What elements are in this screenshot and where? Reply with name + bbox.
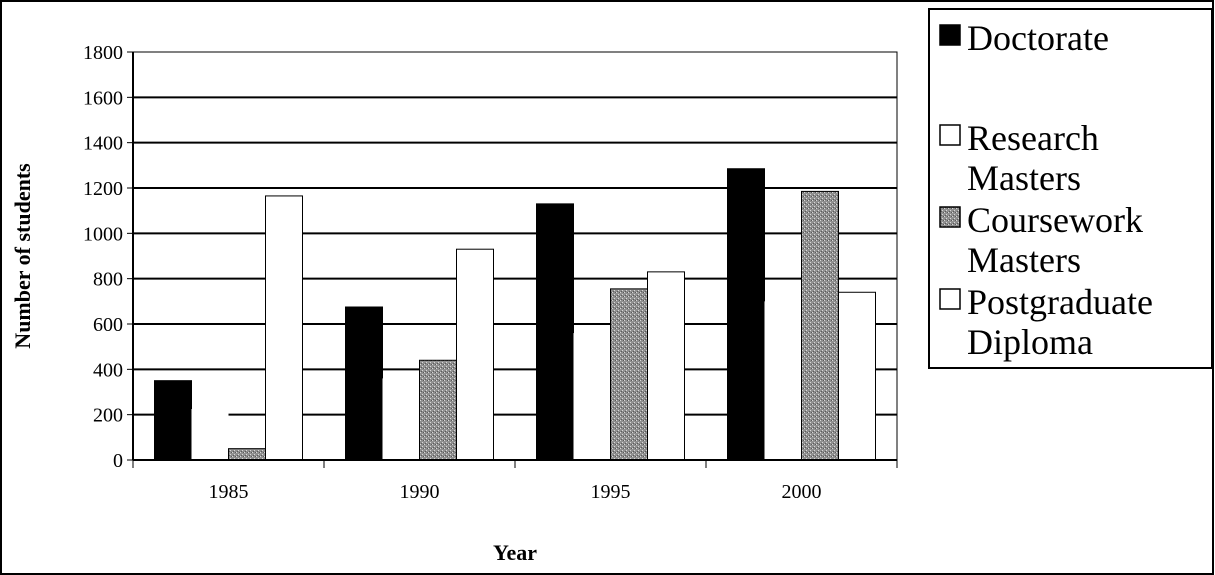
legend-swatch-postgraduate-diploma (939, 288, 961, 310)
x-tick-label: 1995 (591, 481, 631, 503)
bar-research-masters-2000 (764, 301, 802, 460)
bar-postgraduate-diploma-1990 (456, 248, 494, 461)
x-tick-label: 2000 (782, 481, 822, 503)
bar-doctorate-1985 (154, 380, 192, 461)
y-tick-label: 400 (93, 359, 123, 381)
bar-coursework-masters-1990 (419, 359, 457, 461)
bar-research-masters-1995 (573, 333, 611, 460)
legend-label-research-masters: Research (967, 118, 1099, 158)
bar-research-masters-1985 (191, 409, 229, 460)
x-tick-label: 1990 (400, 481, 440, 503)
legend-swatch-doctorate (939, 24, 961, 46)
y-tick-label: 1000 (83, 223, 123, 245)
bars (154, 168, 876, 461)
bar-coursework-masters-1985 (228, 448, 266, 461)
x-axis-title: Year (493, 540, 537, 565)
y-tick-label: 800 (93, 269, 123, 291)
bar-coursework-masters-2000 (801, 190, 839, 461)
y-axis-title: Number of students (10, 163, 35, 349)
bar-postgraduate-diploma-1995 (647, 271, 685, 461)
legend-label-postgraduate-diploma: Postgraduate (967, 282, 1153, 322)
legend-swatch-research-masters (939, 124, 961, 146)
legend-label-coursework-masters: Masters (967, 240, 1081, 280)
legend-label-research-masters: Masters (967, 158, 1081, 198)
bar-research-masters-1990 (382, 378, 420, 460)
y-tick-label: 1200 (83, 178, 123, 200)
legend-label-doctorate: Doctorate (967, 18, 1109, 58)
y-tick-label: 200 (93, 405, 123, 427)
legend-box (928, 8, 1213, 369)
bar-coursework-masters-1995 (610, 288, 648, 461)
y-tick-label: 1800 (83, 42, 123, 64)
y-tick-label: 600 (93, 314, 123, 336)
axes: 0 200 400 600 800 1000 1200 1400 1600 1800 1985 199… (83, 42, 898, 503)
bar-doctorate-1990 (345, 306, 383, 461)
legend-label-coursework-masters: Coursework (967, 200, 1143, 240)
legend: DoctorateResearchMastersCourseworkMaster… (939, 18, 1153, 362)
bar-doctorate-1995 (536, 203, 574, 461)
legend-swatch-coursework-masters (939, 206, 961, 228)
y-tick-label: 0 (113, 450, 123, 472)
y-tick-label: 1600 (83, 87, 123, 109)
x-tick-label: 1985 (209, 481, 249, 503)
bar-postgraduate-diploma-1985 (265, 195, 303, 461)
legend-label-postgraduate-diploma: Diploma (967, 322, 1093, 362)
y-tick-label: 1400 (83, 133, 123, 155)
bar-postgraduate-diploma-2000 (838, 291, 876, 461)
bar-doctorate-2000 (727, 168, 765, 461)
